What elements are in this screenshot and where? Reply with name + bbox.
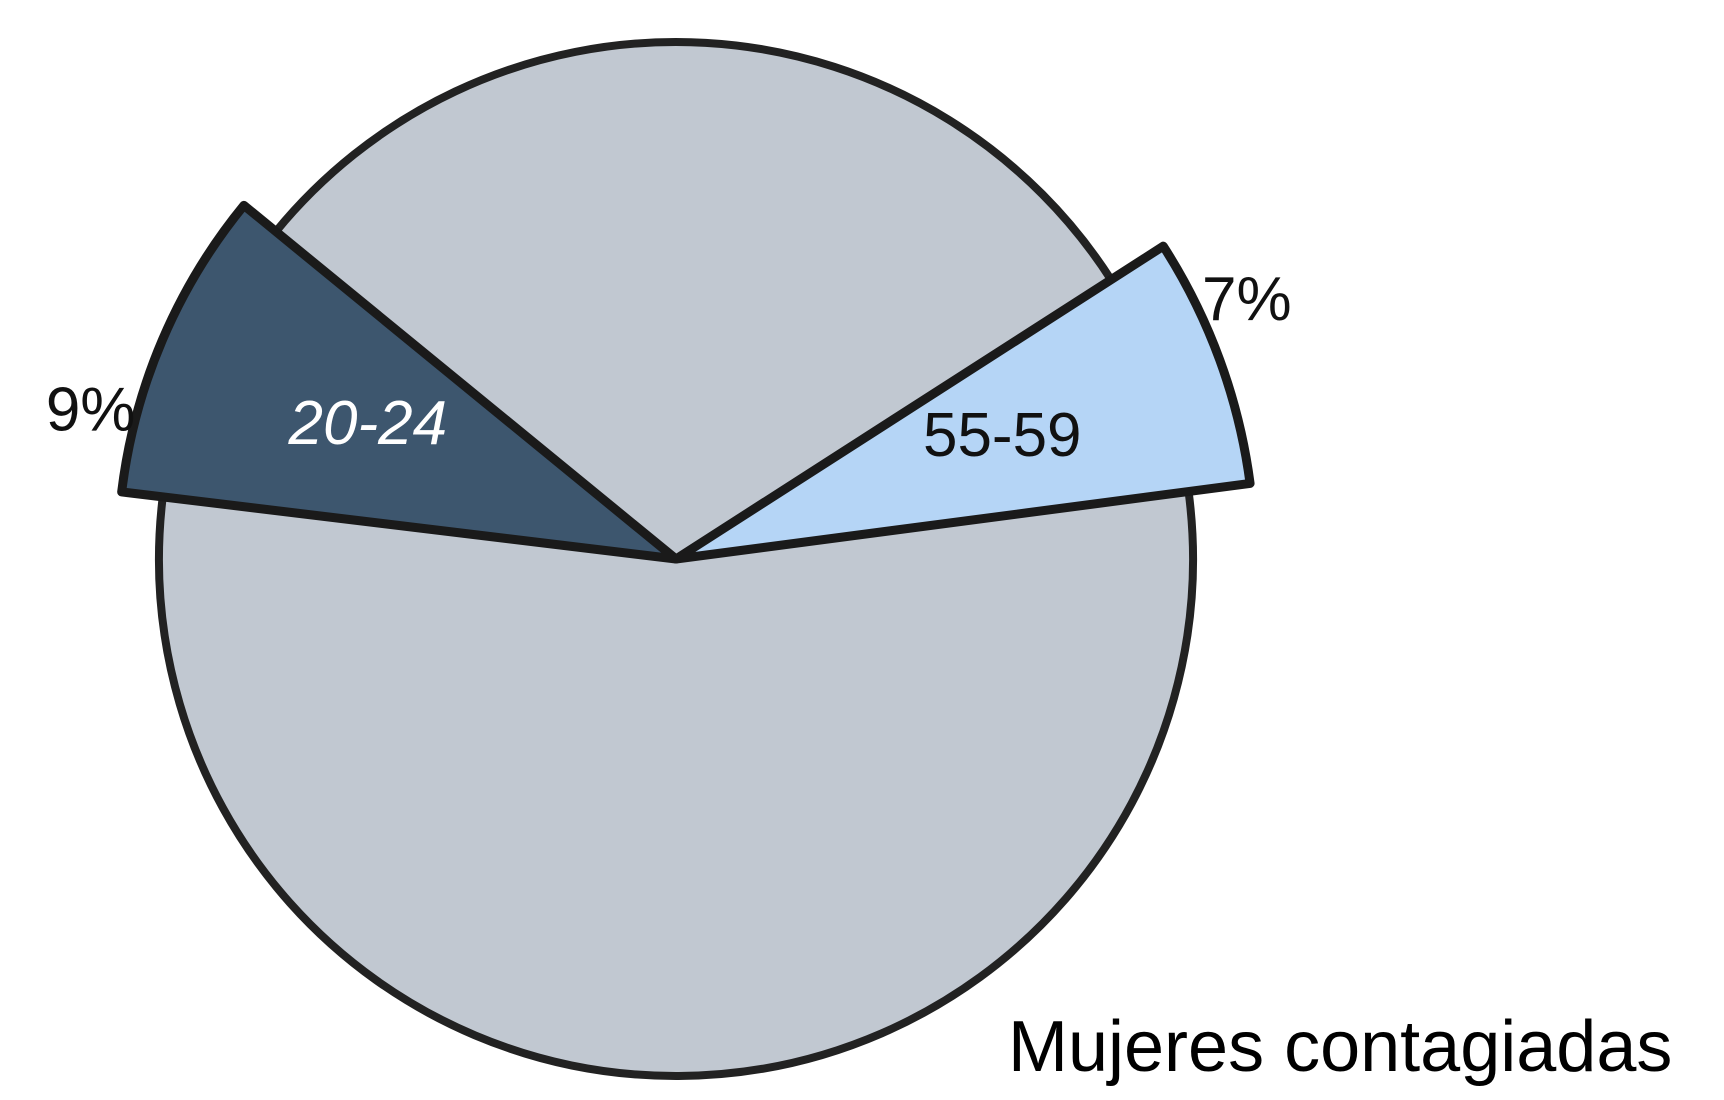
slice-label: 55-59 xyxy=(923,401,1082,470)
value-label: 7% xyxy=(1202,265,1292,334)
slice-label: 20-24 xyxy=(288,389,448,458)
slice xyxy=(159,491,1194,1076)
chart-title: Mujeres contagiadas xyxy=(1008,1007,1672,1087)
slice xyxy=(671,241,1255,564)
slice-outline xyxy=(272,38,1115,282)
value-label: 9% xyxy=(46,376,136,445)
slice-outline xyxy=(155,491,1197,1080)
slice xyxy=(275,42,1112,560)
slice xyxy=(117,200,681,564)
pie: 55-59 7% 20-24 9% xyxy=(46,38,1292,1080)
